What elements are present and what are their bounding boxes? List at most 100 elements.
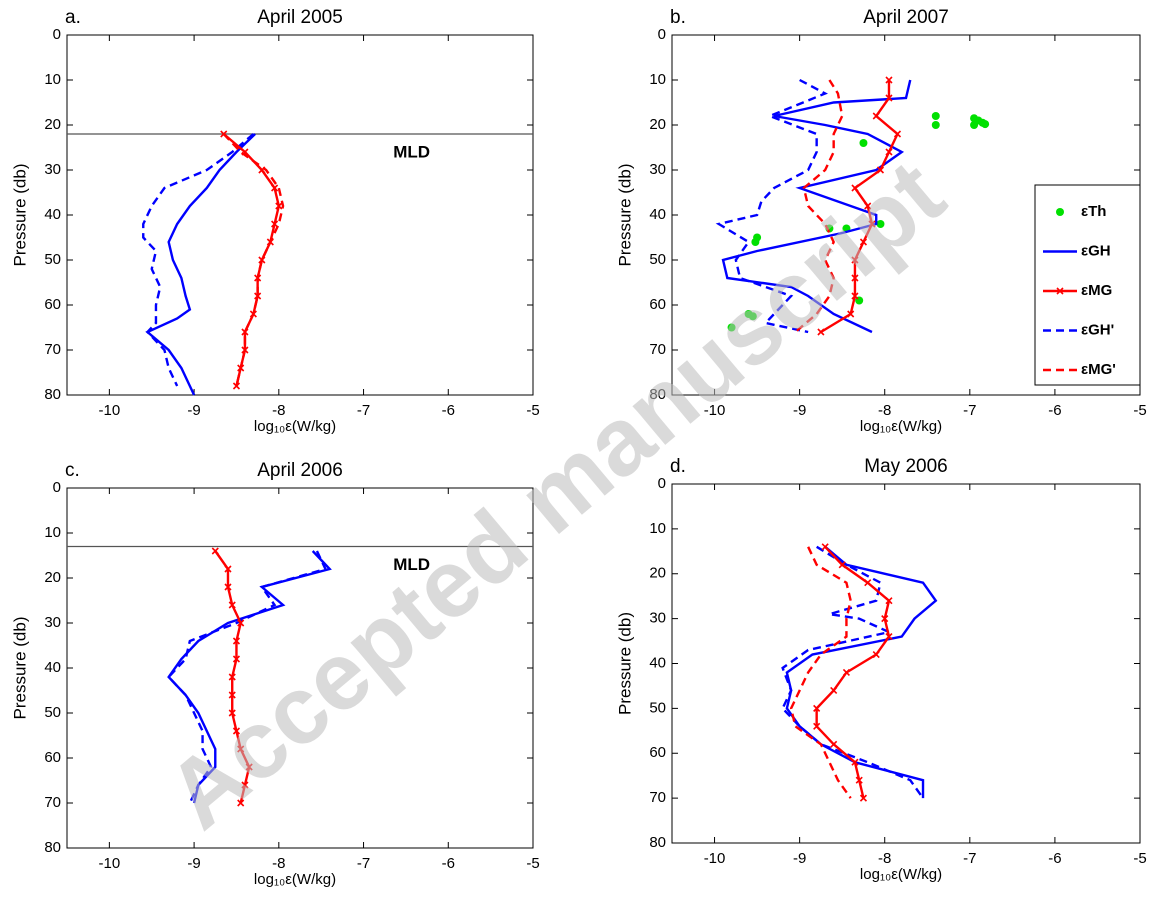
legend [1034,184,1141,386]
legend-label: εGH [1081,242,1111,259]
y-tick-label: 10 [649,71,666,88]
x-tick-label: -10 [704,402,726,419]
x-marker [851,274,859,282]
x-marker [228,673,236,681]
annotation: MLD [393,555,430,574]
annotation: MLD [393,142,430,161]
x-tick-label: -8 [272,402,285,419]
x-tick-label: -6 [442,402,455,419]
x-marker [258,256,266,264]
y-tick-label: 30 [649,161,666,178]
panel-label: a. [65,7,81,28]
legend-marker [1056,287,1064,295]
x-tick-label: -9 [793,850,806,867]
y-tick-label: 40 [44,206,61,223]
y-tick-label: 60 [44,749,61,766]
y-tick-label: 40 [649,206,666,223]
y-tick-label: 20 [649,565,666,582]
x-marker [821,543,829,551]
x-tick-label: -9 [187,402,200,419]
y-tick-label: 80 [649,834,666,851]
x-marker [830,686,838,694]
x-marker [232,655,241,663]
panel: -10 -9 -8 -7 -6 -5 0 10 20 30 40 50 60 70 80 log₁₀ε(W/k… [10,460,539,888]
chart-title: April 2006 [257,460,343,481]
x-marker [893,130,902,138]
x-tick-label: -10 [99,402,121,419]
y-tick-label: 20 [44,116,61,133]
y-tick-label: 60 [649,744,666,761]
x-tick-label: -8 [878,850,891,867]
x-marker [813,704,821,712]
x-marker [855,776,863,784]
y-axis-label: Pressure (db) [10,164,29,267]
x-axis-label: log₁₀ε(W/kg) [254,871,336,888]
y-tick-label: 0 [658,26,666,43]
x-tick-label: -6 [1048,402,1061,419]
x-marker [885,94,893,102]
panel: -10 -9 -8 -7 -6 -5 0 10 20 30 40 50 60 70 80 log₁₀ε(W/k… [615,7,1146,435]
x-marker [228,709,236,717]
y-tick-label: 70 [44,341,61,358]
dot-marker [876,220,885,228]
x-tick-label: -5 [526,402,539,419]
x-tick-label: -6 [1048,850,1061,867]
x-tick-label: -5 [526,855,539,872]
legend-marker [1056,208,1064,216]
x-marker [232,637,241,645]
x-marker [817,328,825,336]
x-marker [864,202,872,210]
x-marker [876,166,885,174]
profile-line [785,545,938,799]
x-marker [275,202,283,210]
profile-line [167,550,332,804]
y-tick-label: 70 [649,341,666,358]
y-tick-label: 50 [649,699,666,716]
x-marker [847,310,855,318]
x-axis-label: log₁₀ε(W/kg) [860,866,942,883]
x-axis-label: log₁₀ε(W/kg) [254,418,336,435]
legend-label: εTh [1081,203,1106,220]
chart-title: April 2007 [863,7,949,28]
x-tick-label: -10 [99,855,121,872]
x-marker [813,722,821,730]
panel-label: d. [670,456,686,477]
x-marker [851,256,859,264]
x-tick-label: -10 [704,850,726,867]
dot-marker [727,323,736,332]
x-marker [851,758,859,766]
plot-frame [66,34,534,396]
x-marker [885,76,893,84]
x-tick-label: -7 [357,402,370,419]
profile-line [145,133,256,396]
x-marker [851,184,859,192]
y-axis-label: Pressure (db) [615,612,634,715]
x-tick-label: -9 [793,402,806,419]
profile-line [222,133,285,387]
profile-line [789,546,852,799]
legend-label: εMG' [1081,361,1116,378]
y-tick-label: 80 [44,839,61,856]
x-marker [211,547,219,555]
y-tick-label: 30 [44,161,61,178]
x-tick-label: -5 [1133,402,1146,419]
x-marker [224,583,232,591]
x-tick-label: -8 [272,855,285,872]
y-tick-label: 10 [649,520,666,537]
x-tick-label: -7 [357,855,370,872]
dot-marker [748,312,757,321]
y-tick-label: 50 [649,251,666,268]
dot-marker [981,120,990,129]
dot-marker [931,112,940,120]
x-marker [241,781,249,789]
x-marker [245,763,253,771]
x-marker [237,799,245,807]
chart-title: May 2006 [864,456,947,477]
x-axis-label: log₁₀ε(W/kg) [860,418,942,435]
y-axis-label: Pressure (db) [615,164,634,267]
x-tick-label: -8 [878,402,891,419]
x-tick-label: -7 [963,850,976,867]
x-marker [872,112,880,120]
x-tick-label: -6 [442,855,455,872]
x-marker [868,220,876,228]
